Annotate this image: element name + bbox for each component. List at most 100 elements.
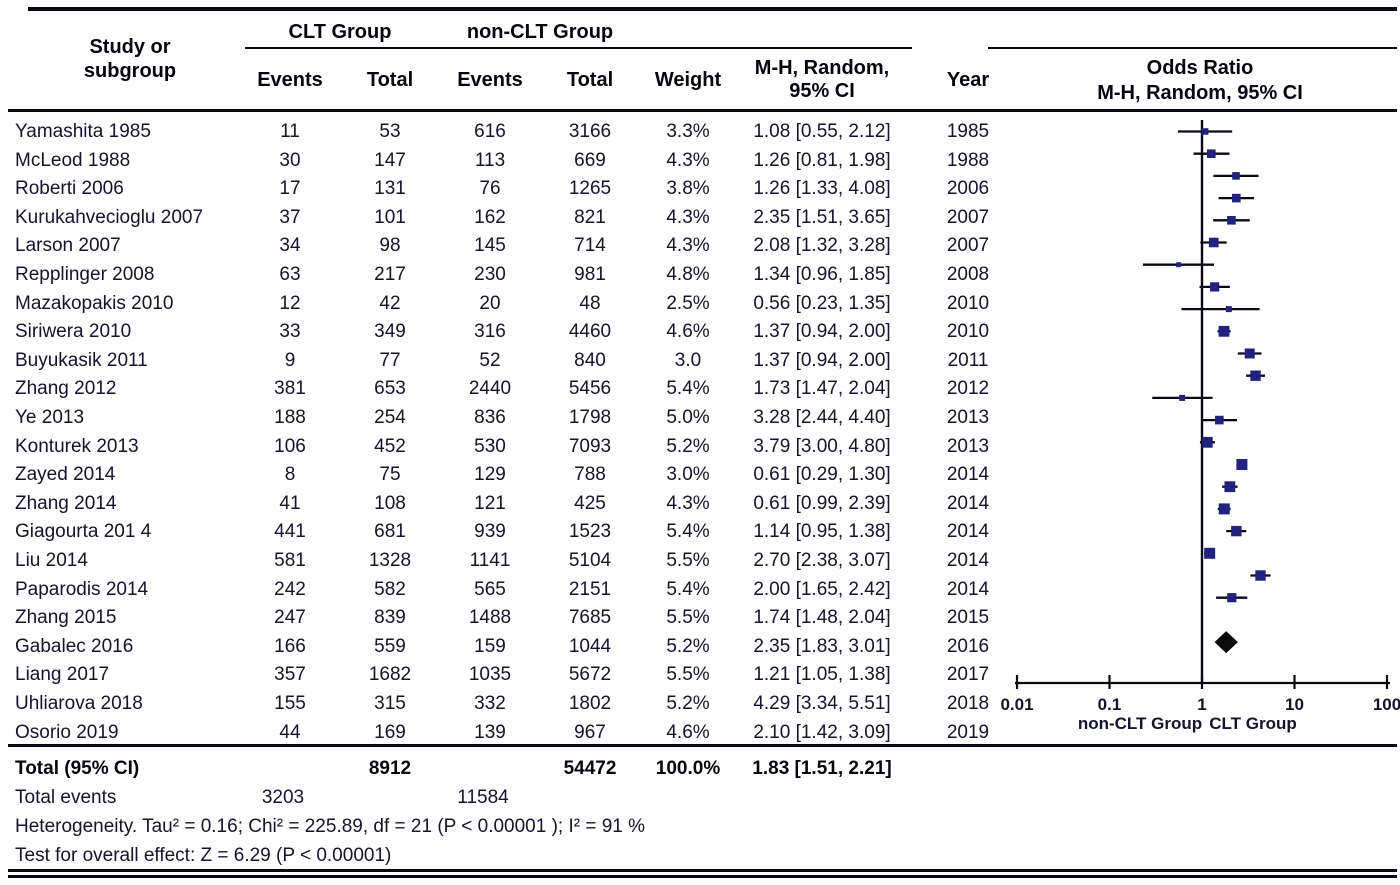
total-nonclt-cell: 1044 bbox=[568, 635, 612, 657]
total-clt-cell: 108 bbox=[374, 492, 406, 514]
or-marker bbox=[1201, 436, 1213, 448]
total-nonclt-cell: 1265 bbox=[568, 178, 612, 200]
or-marker bbox=[1224, 481, 1236, 493]
events-clt-cell: 581 bbox=[274, 550, 306, 571]
study-name-cell: Zhang 2015 bbox=[15, 607, 117, 629]
study-name-cell: Repplinger 2008 bbox=[15, 264, 155, 285]
total-clt-cell: 315 bbox=[374, 693, 406, 714]
events-nonclt-cell: 159 bbox=[474, 635, 506, 657]
study-row: Kurukahvecioglu 2007 37 101 162 821 4.3% 2.35 … bbox=[0, 203, 1000, 232]
ci-cell: 1.26 [1.33, 4.08] bbox=[753, 178, 891, 200]
year-cell: 2014 bbox=[946, 550, 990, 571]
total-clt-cell: 147 bbox=[374, 149, 406, 171]
or-marker bbox=[1227, 593, 1237, 603]
total-clt-cell: 42 bbox=[379, 292, 401, 314]
events-clt-cell: 357 bbox=[274, 664, 306, 686]
year-header: Year bbox=[946, 69, 990, 91]
events-nonclt-cell: 113 bbox=[474, 149, 506, 171]
total-clt-cell: 839 bbox=[374, 607, 406, 629]
study-row: Mazakopakis 2010 12 42 20 48 2.5% 0.56 [0.23, … bbox=[0, 289, 1000, 318]
total-clt-cell: 559 bbox=[374, 635, 406, 657]
study-row: Uhliarova 2018 155 315 332 1802 5.2% 4.29 [3.3… bbox=[0, 689, 1000, 718]
weight-cell: 4.3% bbox=[666, 206, 710, 228]
total-nonclt-cell: 981 bbox=[574, 264, 606, 285]
total-nonclt-cell: 669 bbox=[574, 149, 606, 171]
or-marker bbox=[1206, 149, 1216, 158]
total-label: Total (95% CI) bbox=[15, 758, 140, 779]
study-header-line1: Study or bbox=[89, 36, 171, 58]
odds-ratio-header-topline bbox=[988, 47, 1397, 49]
events-nonclt-cell: 52 bbox=[479, 349, 501, 371]
heterogeneity-stat: Heterogeneity. Tau² = 0.16; Chi² = 225.8… bbox=[15, 816, 646, 837]
ci-cell: 0.56 [0.23, 1.35] bbox=[753, 292, 891, 314]
mh-ci-header: M-H, Random, 95% CI bbox=[737, 57, 907, 103]
events-clt-cell: 63 bbox=[279, 264, 301, 285]
study-row: Roberti 2006 17 131 76 1265 3.8% 1.26 [1.33, 4… bbox=[0, 174, 1000, 203]
study-name-cell: Zayed 2014 bbox=[15, 464, 116, 486]
study-row: Repplinger 2008 63 217 230 981 4.8% 1.34 [0.96… bbox=[0, 260, 1000, 289]
total-clt-header: Total bbox=[366, 69, 414, 91]
ci-cell: 2.70 [2.38, 3.07] bbox=[753, 550, 891, 571]
or-marker bbox=[1201, 128, 1209, 135]
group-header-underline bbox=[245, 47, 912, 49]
events-clt-cell: 44 bbox=[279, 721, 301, 743]
total-clt-cell: 349 bbox=[374, 321, 406, 343]
events-nonclt-cell: 1488 bbox=[468, 607, 512, 629]
events-clt-header: Events bbox=[257, 69, 323, 91]
study-row: Siriwera 2010 33 349 316 4460 4.6% 1.37 [0.94,… bbox=[0, 317, 1000, 346]
events-nonclt-cell: 530 bbox=[474, 435, 506, 457]
or-marker bbox=[1255, 570, 1266, 581]
forest-plot-panel: 0.01 0.1 1 10 100 non-CLT Group CLT Group bbox=[1000, 120, 1400, 733]
study-name-cell: Siriwera 2010 bbox=[15, 321, 132, 343]
total-nonclt-cell: 1523 bbox=[568, 521, 612, 543]
total-nonclt-cell: 4460 bbox=[568, 321, 612, 343]
events-nonclt-cell: 836 bbox=[474, 407, 506, 428]
study-header-line2: subgroup bbox=[83, 60, 177, 82]
axis-tick-label: 1 bbox=[1197, 695, 1206, 714]
year-cell: 2010 bbox=[946, 321, 990, 343]
total-nonclt-cell: 3166 bbox=[568, 121, 612, 142]
total-clt-cell: 1682 bbox=[368, 664, 412, 686]
weight-cell: 3.3% bbox=[666, 121, 710, 142]
study-row: Yamashita 1985 11 53 616 3166 3.3% 1.08 [0.55,… bbox=[0, 117, 1000, 146]
events-nonclt-cell: 939 bbox=[474, 521, 506, 543]
total-events-nonclt: 11584 bbox=[457, 787, 509, 808]
or-marker bbox=[1210, 282, 1220, 292]
total-nonclt-cell: 5672 bbox=[568, 664, 612, 686]
study-name-cell: Osorio 2019 bbox=[15, 721, 119, 743]
total-clt-cell: 653 bbox=[374, 378, 406, 400]
or-marker bbox=[1232, 172, 1240, 180]
axis-tick-label: 100 bbox=[1373, 695, 1400, 714]
mh-ci-header-line1: M-H, Random, bbox=[754, 57, 890, 79]
study-row: Zhang 2014 41 108 121 425 4.3% 0.61 [0.99, 2.3… bbox=[0, 489, 1000, 518]
year-cell: 2014 bbox=[946, 578, 990, 600]
weight-cell: 4.3% bbox=[666, 235, 710, 257]
year-cell: 2011 bbox=[947, 349, 989, 371]
ci-cell: 2.00 [1.65, 2.42] bbox=[753, 578, 891, 600]
total-nonclt-cell: 425 bbox=[574, 492, 606, 514]
year-cell: 2013 bbox=[946, 407, 990, 428]
events-nonclt-cell: 332 bbox=[474, 693, 506, 714]
events-clt-cell: 155 bbox=[274, 693, 306, 714]
weight-cell: 5.4% bbox=[666, 521, 710, 543]
total-nonclt-cell: 5456 bbox=[568, 378, 612, 400]
odds-ratio-plot-header: Odds Ratio M-H, Random, 95% CI bbox=[1000, 56, 1400, 106]
clt-group-header: CLT Group bbox=[288, 21, 392, 43]
or-marker bbox=[1208, 237, 1219, 248]
or-marker bbox=[1176, 262, 1182, 268]
events-clt-cell: 41 bbox=[279, 492, 301, 514]
total-nonclt-cell: 48 bbox=[579, 292, 601, 314]
weight-cell: 5.0% bbox=[666, 407, 710, 428]
events-nonclt-cell: 1141 bbox=[469, 550, 511, 571]
weight-cell: 4.3% bbox=[666, 492, 710, 514]
events-nonclt-header: Events bbox=[457, 69, 523, 91]
year-cell: 2012 bbox=[946, 378, 990, 400]
weight-cell: 5.5% bbox=[666, 607, 710, 629]
total-clt-cell: 98 bbox=[379, 235, 401, 257]
study-name-cell: Liu 2014 bbox=[15, 550, 88, 571]
ci-cell: 0.61 [0.29, 1.30] bbox=[753, 464, 891, 486]
weight-cell: 5.2% bbox=[666, 435, 710, 457]
weight-cell: 4.6% bbox=[666, 321, 710, 343]
weight-cell: 4.6% bbox=[666, 721, 710, 743]
